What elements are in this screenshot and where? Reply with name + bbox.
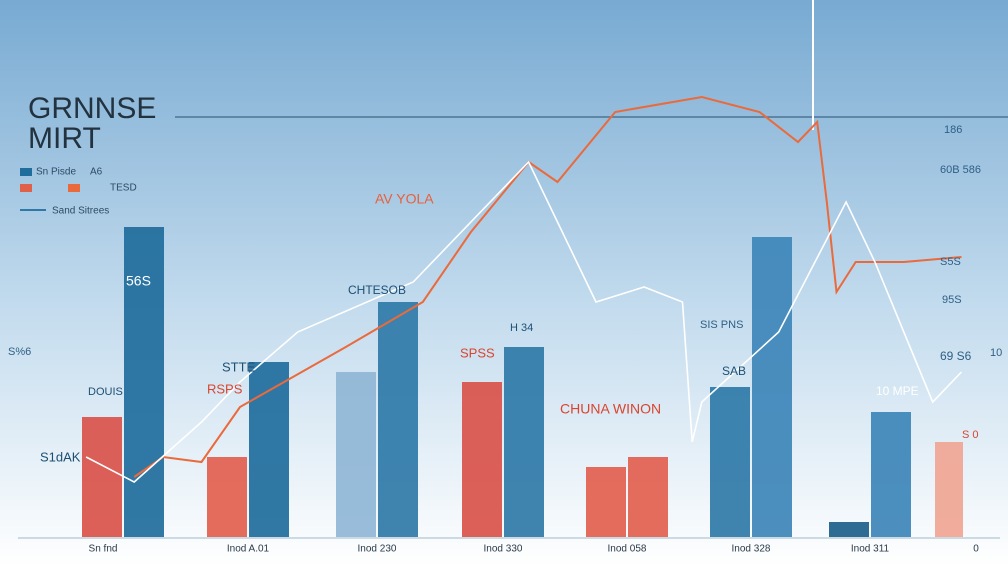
bar [336,372,376,537]
annotation: SIS PNS [700,319,743,331]
annotation: STTE [222,359,256,374]
line [133,95,962,478]
annotation: CHUNA WINON [560,401,661,417]
legend-label: A6 [90,167,103,178]
annotation: SPSS [460,345,495,360]
bar [124,227,164,537]
annotation: AV YOLA [375,191,434,207]
legend-swatch [20,168,32,176]
annotation: SAB [722,364,746,378]
annotation: 60B 586 [940,164,981,176]
bar [752,237,792,537]
bar [378,302,418,537]
x-tick-label: 0 [973,544,979,555]
chart-title: GRNNSE [28,92,156,125]
annotation: H 34 [510,322,533,334]
bar [586,467,626,537]
annotation: 69 S6 [940,349,972,363]
bar [82,417,122,537]
bar [935,442,963,537]
x-tick-label: Inod 328 [732,544,771,555]
annotation: S%6 [8,346,31,358]
bar [710,387,750,537]
chart-subtitle: MIRT [28,122,101,155]
bar [462,382,502,537]
annotation: 95S [942,294,962,306]
annotation: S 0 [962,429,979,441]
annotation: RSPS [207,381,243,396]
annotation: DOUIS [88,386,123,398]
bar [504,347,544,537]
x-tick-label: Inod A.01 [227,544,270,555]
legend-label: Sand Sitrees [52,206,109,217]
annotation: 10 MPE [876,384,919,398]
bar [829,522,869,537]
bar [207,457,247,537]
annotation: S5S [940,256,961,268]
x-tick-label: Inod 330 [484,544,523,555]
annotation: 56S [126,273,151,289]
x-tick-label: Inod 230 [358,544,397,555]
legend-swatch [68,184,80,192]
legend-swatch [20,184,32,192]
bar [871,412,911,537]
x-tick-label: Inod 311 [851,544,890,555]
bar [628,457,668,537]
annotation: 10 [990,347,1002,359]
annotation: CHTESOB [348,283,406,297]
x-tick-label: Sn fnd [89,544,118,555]
legend-label: TESD [110,183,137,194]
annotation: 186 [944,124,962,136]
line [85,160,963,483]
x-tick-label: Inod 058 [608,544,647,555]
legend-label: Sn Pisde [36,167,76,178]
annotation: S1dAK [40,449,81,464]
bar [249,362,289,537]
